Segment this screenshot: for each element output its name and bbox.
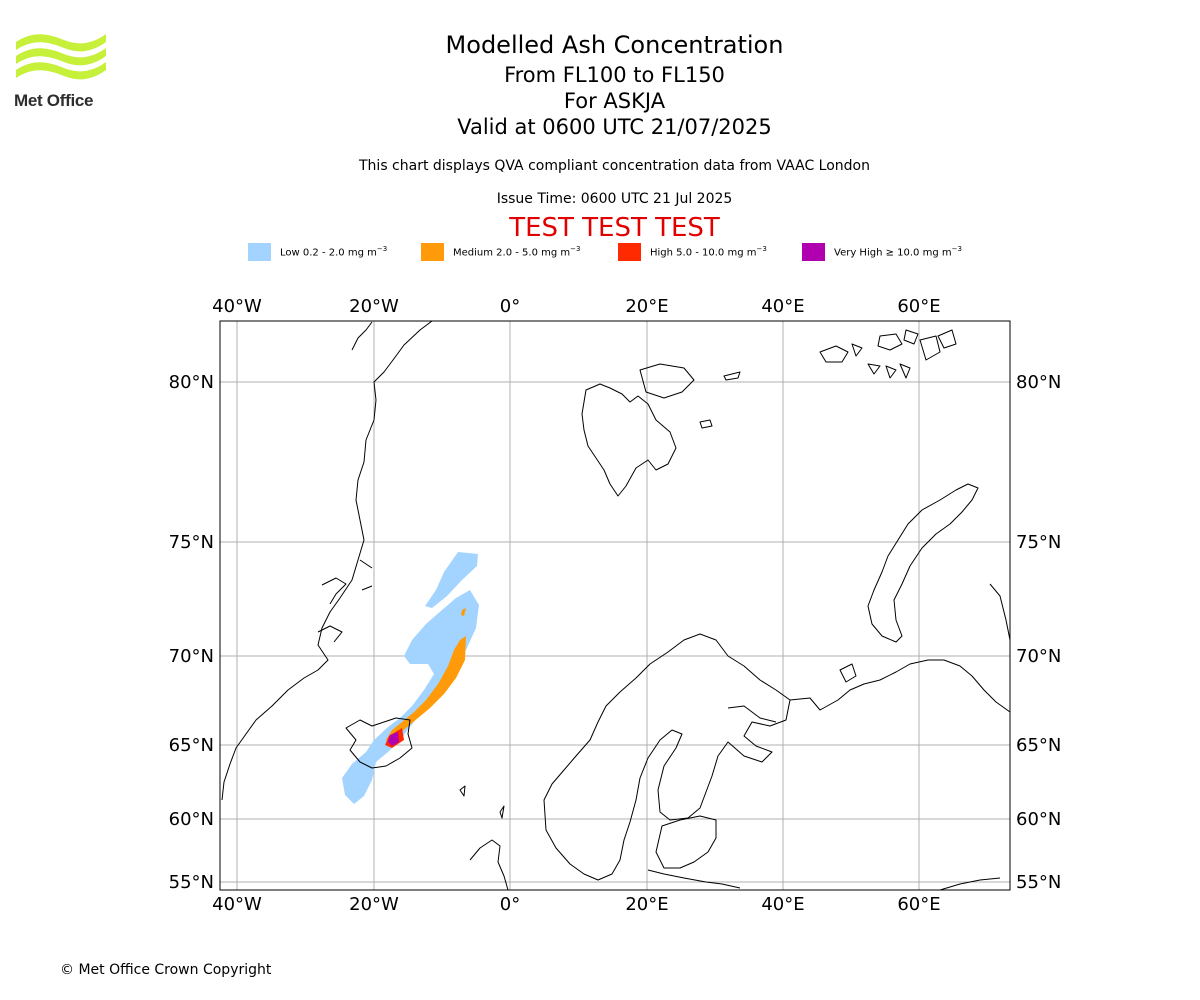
chart-titles: Modelled Ash Concentration From FL100 to… [0, 30, 1200, 140]
coastline-svalbard-east [699, 371, 741, 429]
lat-label-left: 60°N [169, 809, 214, 830]
lon-label-bottom: 20°E [625, 894, 668, 915]
lat-label-right: 70°N [1016, 646, 1061, 667]
legend-item-very-high: Very High ≥ 10.0 mg m−3 [802, 243, 962, 261]
legend-swatch-medium [421, 243, 444, 261]
lat-label-left: 55°N [169, 872, 214, 893]
lon-label-top: 60°E [897, 296, 940, 317]
coastline-nordaustlandet [639, 363, 695, 399]
coastline-yamal [989, 583, 1010, 641]
coastline-norway [543, 633, 791, 881]
lon-label-bottom: 0° [500, 894, 520, 915]
ash-low [342, 552, 479, 804]
legend: Low 0.2 - 2.0 mg m−3 Medium 2.0 - 5.0 mg… [0, 243, 1200, 265]
volcano-name: For ASKJA [563, 89, 666, 113]
ash-low-patch-north [425, 552, 478, 608]
lat-label-left: 65°N [169, 735, 214, 756]
coastline-kanin [839, 663, 857, 683]
chart-subtitle: This chart displays QVA compliant concen… [359, 158, 870, 174]
coastline-franz-josef [819, 329, 957, 379]
legend-label-low: Low 0.2 - 2.0 mg m [280, 247, 377, 259]
coastline-iceland [345, 717, 413, 769]
lon-label-top: 20°W [349, 296, 399, 317]
legend-label-high: High 5.0 - 10.0 mg m [650, 247, 757, 259]
lon-label-bottom: 40°W [212, 894, 262, 915]
issue-time: Issue Time: 0600 UTC 21 Jul 2025 [496, 191, 733, 207]
legend-label-very-high: Very High ≥ 10.0 mg m [834, 247, 952, 259]
coastline-svalbard [581, 383, 677, 497]
ash-very-high [388, 732, 399, 746]
legend-item-medium: Medium 2.0 - 5.0 mg m−3 [421, 243, 580, 261]
coastline-greenland-fjords [317, 559, 373, 643]
lon-label-top: 40°E [761, 296, 804, 317]
logo-text: Met Office [14, 91, 94, 110]
coastline-finland-south [655, 815, 717, 869]
lat-label-right: 80°N [1016, 372, 1061, 393]
lat-label-right: 55°N [1016, 872, 1061, 893]
lat-label-right: 65°N [1016, 735, 1061, 756]
legend-item-low: Low 0.2 - 2.0 mg m−3 [248, 243, 387, 261]
lat-label-left: 80°N [169, 372, 214, 393]
lon-label-top: 40°W [212, 296, 262, 317]
coastline-greenland [221, 321, 433, 801]
legend-swatch-very-high [802, 243, 825, 261]
copyright: © Met Office Crown Copyright [60, 962, 272, 978]
legend-swatch-high [618, 243, 641, 261]
lat-label-right: 75°N [1016, 532, 1061, 553]
flight-level-range: From FL100 to FL150 [504, 63, 725, 87]
coastline-greenland-north [351, 321, 373, 351]
valid-time: Valid at 0600 UTC 21/07/2025 [457, 115, 772, 139]
test-banner: TEST TEST TEST [509, 213, 720, 243]
lat-label-left: 70°N [169, 646, 214, 667]
coastline-shetland [499, 805, 505, 819]
lon-label-bottom: 40°E [761, 894, 804, 915]
lon-label-top: 0° [500, 296, 520, 317]
lon-label-top: 20°E [625, 296, 668, 317]
lat-label-right: 60°N [1016, 809, 1061, 830]
lon-label-bottom: 20°W [349, 894, 399, 915]
met-office-logo [16, 34, 106, 80]
legend-swatch-low [248, 243, 271, 261]
coastline-britain [469, 839, 509, 890]
coastline-se-edge [939, 877, 1001, 890]
map-frame [219, 320, 1011, 891]
legend-item-high: High 5.0 - 10.0 mg m−3 [618, 243, 767, 261]
coastline-faroe [459, 785, 466, 797]
ash-medium-speck [461, 608, 466, 616]
coastlines [221, 321, 1010, 890]
coastline-kola [727, 705, 777, 723]
coastline-novaya-zemlya [867, 483, 979, 643]
graticule [220, 321, 1010, 890]
chart-title: Modelled Ash Concentration [445, 31, 784, 59]
lat-label-left: 75°N [169, 532, 214, 553]
coastline-baltic [647, 869, 741, 889]
coastline-russia [789, 659, 1010, 713]
lon-label-bottom: 60°E [897, 894, 940, 915]
ash-low-main-plume [342, 590, 479, 804]
legend-label-medium: Medium 2.0 - 5.0 mg m [453, 247, 571, 259]
